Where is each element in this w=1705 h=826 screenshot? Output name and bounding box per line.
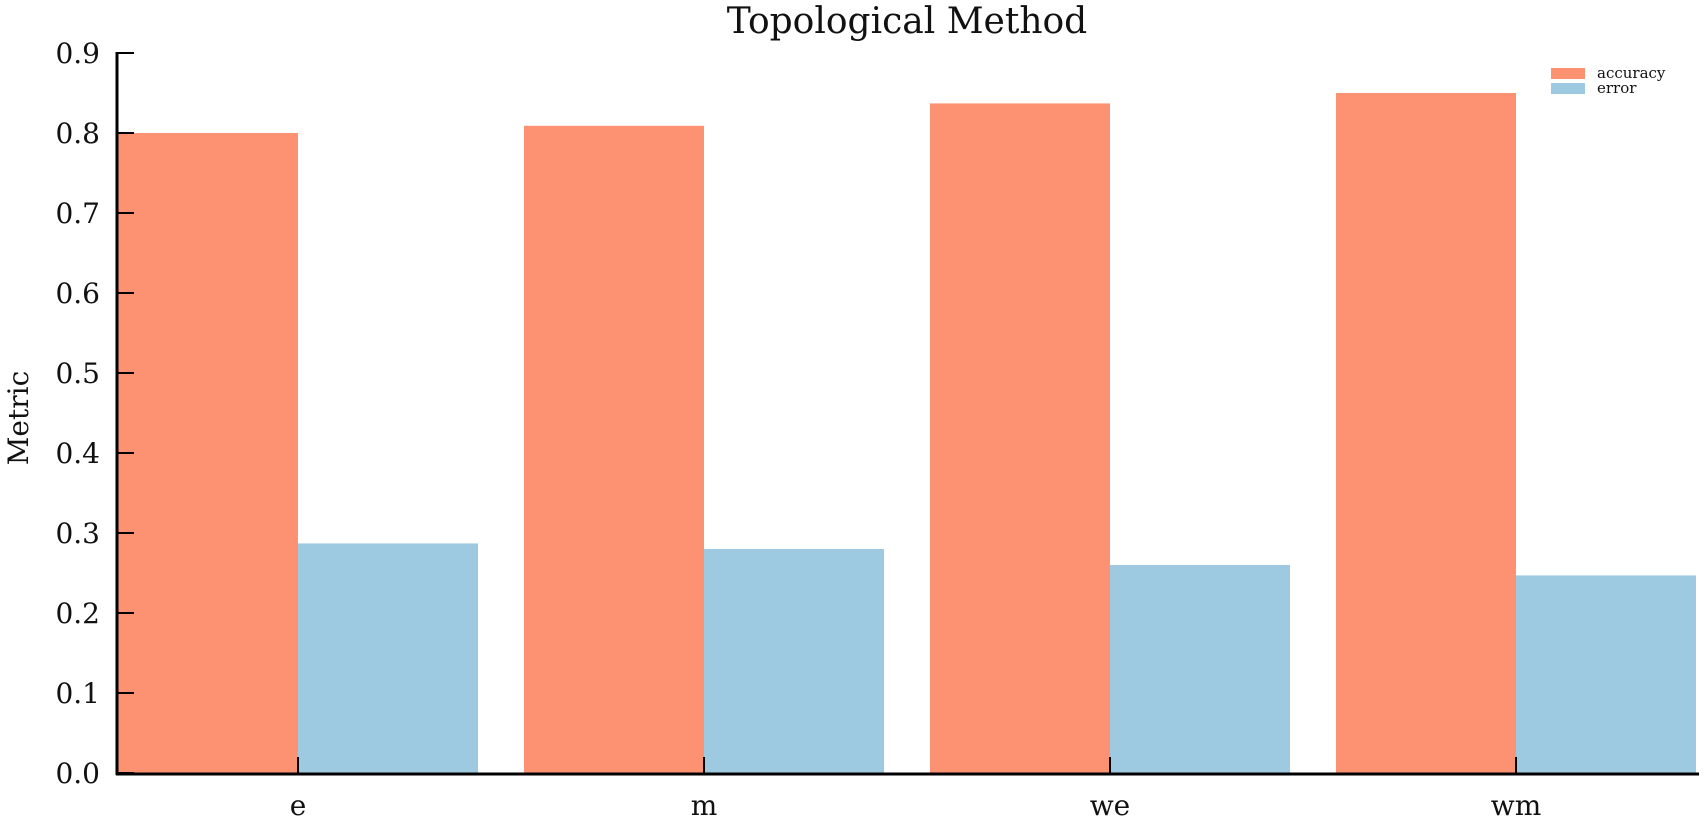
- x-tick-label: we: [1090, 789, 1131, 822]
- x-ticks-group: e m we wm: [290, 757, 1542, 822]
- y-tick-label: 0.3: [55, 517, 100, 550]
- bar-error-we: [1110, 565, 1290, 773]
- y-tick-label: 0.7: [55, 197, 100, 230]
- chart-title: Topological Method: [727, 1, 1087, 42]
- y-tick-label: 0.5: [55, 357, 100, 390]
- bar-error-wm: [1516, 575, 1696, 773]
- y-ticks-group: 0.0 0.1 0.2 0.3 0.4 0.5 0.6 0.7 0.8 0.9: [55, 37, 134, 790]
- x-tick-label: m: [691, 789, 718, 822]
- y-tick-label: 0.9: [55, 37, 100, 70]
- bars-group: [118, 93, 1696, 774]
- bar-error-e: [298, 543, 478, 773]
- y-tick-label: 0.8: [55, 117, 100, 150]
- bar-accuracy-wm: [1336, 93, 1516, 773]
- y-tick-label: 0.0: [55, 757, 100, 790]
- legend-label-accuracy: accuracy: [1597, 64, 1666, 82]
- y-tick-label: 0.6: [55, 277, 100, 310]
- legend-swatch-error: [1551, 83, 1585, 94]
- x-tick-label: e: [290, 789, 307, 822]
- y-axis-label: Metric: [2, 371, 35, 466]
- x-tick-label: wm: [1491, 789, 1542, 822]
- legend-label-error: error: [1597, 79, 1637, 97]
- legend-swatch-accuracy: [1551, 68, 1585, 79]
- y-tick-label: 0.1: [55, 677, 100, 710]
- bar-accuracy-e: [118, 133, 298, 773]
- y-tick-label: 0.4: [55, 437, 100, 470]
- bar-accuracy-m: [524, 125, 704, 774]
- y-tick-label: 0.2: [55, 597, 100, 630]
- bar-error-m: [704, 549, 884, 773]
- bar-accuracy-we: [930, 103, 1110, 773]
